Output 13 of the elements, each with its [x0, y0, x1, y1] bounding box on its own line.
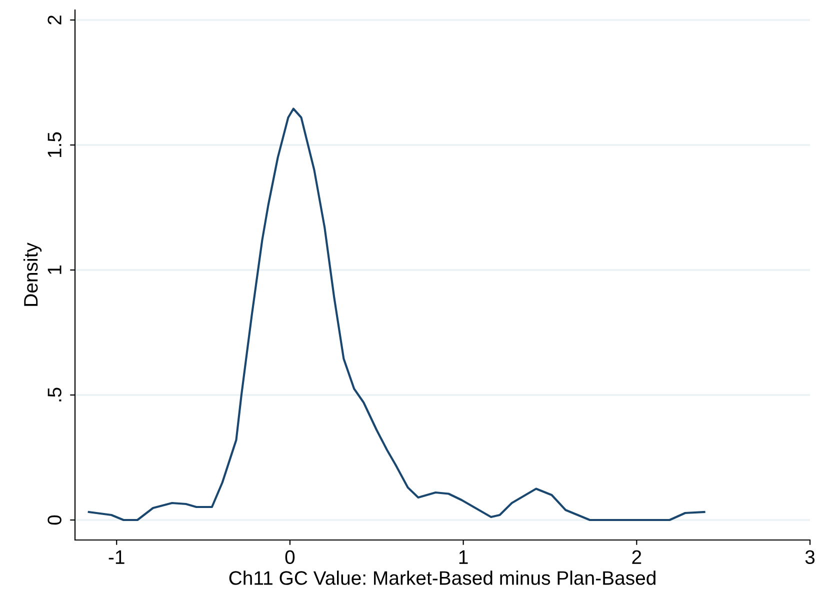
y-tick-label: .5 [48, 388, 62, 402]
x-tick-label: 3 [805, 550, 815, 564]
x-tick-label: 2 [632, 550, 642, 564]
y-tick-label: 1.5 [48, 132, 62, 158]
x-tick-label: -1 [108, 550, 124, 564]
y-axis-title: Density [23, 242, 42, 306]
x-tick-label: 1 [459, 550, 468, 564]
line-series [88, 108, 706, 522]
x-axis-title: Ch11 GC Value: Market-Based minus Plan-Based [229, 570, 656, 585]
x-tick-label: 0 [285, 550, 295, 564]
y-tick-label: 2 [48, 16, 62, 24]
y-tick-label: 0 [48, 515, 62, 525]
y-tick-label: 1 [48, 266, 62, 274]
